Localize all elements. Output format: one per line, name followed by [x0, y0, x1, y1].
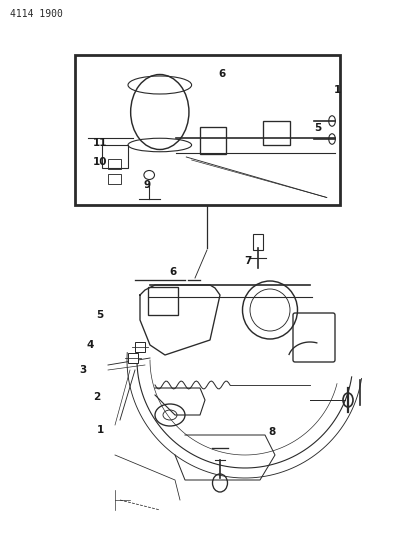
Text: 2: 2: [93, 392, 101, 402]
Text: 11: 11: [93, 138, 107, 148]
Bar: [108, 158, 121, 169]
Bar: [263, 121, 290, 145]
Text: 5: 5: [96, 310, 104, 320]
Bar: [128, 353, 138, 363]
Bar: [75, 55, 340, 205]
Text: 5: 5: [315, 123, 322, 133]
Text: 10: 10: [93, 157, 107, 167]
Bar: [253, 234, 263, 250]
Text: 6: 6: [169, 267, 177, 277]
Bar: [200, 127, 226, 154]
Bar: [108, 174, 121, 184]
Text: 1: 1: [96, 425, 104, 435]
Bar: [148, 287, 178, 315]
Text: 8: 8: [268, 427, 276, 437]
Text: 1: 1: [333, 85, 341, 95]
Text: 7: 7: [244, 256, 252, 266]
Text: 3: 3: [80, 365, 86, 375]
Bar: [102, 145, 128, 167]
Text: 4114 1900: 4114 1900: [10, 9, 63, 19]
Text: 9: 9: [144, 180, 151, 190]
Text: 6: 6: [218, 69, 226, 79]
Bar: [135, 342, 145, 352]
Text: 4: 4: [86, 340, 94, 350]
